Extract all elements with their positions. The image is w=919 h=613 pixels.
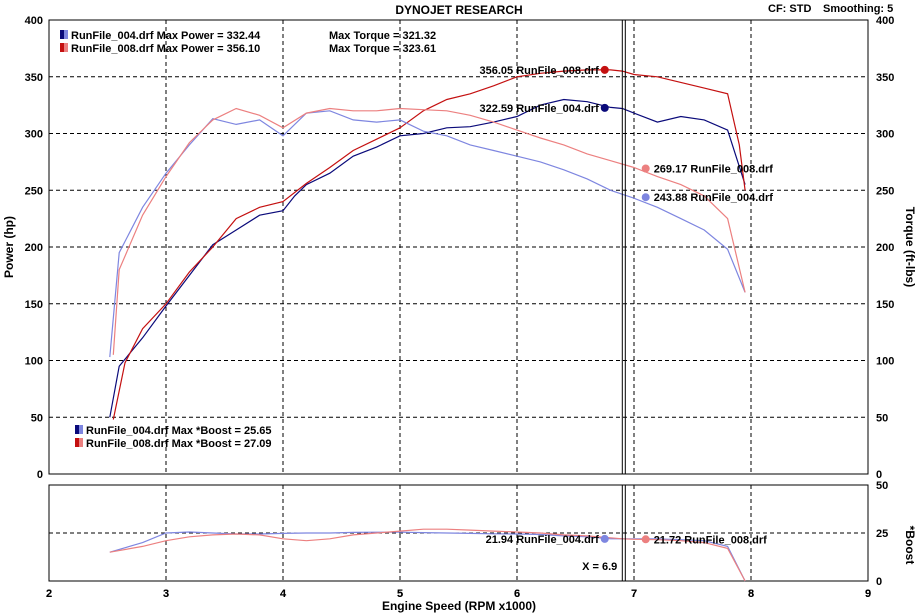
x-tick-label: 9 bbox=[865, 588, 871, 600]
y-tick-label-right: 0 bbox=[876, 469, 882, 481]
x-tick-label: 4 bbox=[280, 588, 287, 600]
legend-swatch-light-run008 bbox=[79, 438, 83, 447]
y-axis-label-power: Power (hp) bbox=[2, 216, 16, 278]
x-tick-label: 2 bbox=[46, 588, 52, 600]
x-tick-label: 7 bbox=[631, 588, 637, 600]
legend-swatch-run004 bbox=[60, 30, 64, 39]
series-line-run004-power bbox=[109, 98, 746, 418]
legend-swatch-run004 bbox=[75, 425, 79, 434]
annotation-label-run008: 356.05 RunFile_008.drf bbox=[480, 65, 600, 77]
x-tick-label: 6 bbox=[514, 588, 520, 600]
legend-swatch-light-run008 bbox=[64, 43, 68, 52]
legend-torque-run004: Max Torque = 321.32 bbox=[329, 30, 436, 42]
smoothing-label: Smoothing: 5 bbox=[823, 3, 893, 15]
x-tick-label: 9 bbox=[865, 588, 871, 600]
annotation-marker-run004 bbox=[600, 103, 609, 112]
y-axis-label-boost: *Boost bbox=[903, 526, 917, 565]
chart-title: DYNOJET RESEARCH bbox=[395, 3, 522, 17]
legend-swatch-light-run004 bbox=[64, 30, 68, 39]
x-tick-label: 3 bbox=[163, 588, 169, 600]
x-axis-label: Engine Speed (RPM x1000) bbox=[382, 599, 536, 613]
annotation-marker-run008 bbox=[641, 535, 650, 544]
series-line-run008-torque bbox=[112, 107, 746, 355]
legend-swatch-run008 bbox=[75, 438, 79, 447]
series-line-run008-power bbox=[112, 69, 746, 420]
y-tick-label-right: 400 bbox=[876, 15, 894, 27]
x-tick-label: 8 bbox=[748, 588, 754, 600]
y-tick-label-right: 300 bbox=[876, 129, 894, 141]
annotation-label-run004: 243.88 RunFile_004.drf bbox=[654, 192, 774, 204]
y-tick-label-right: 200 bbox=[876, 242, 894, 254]
cf-label: CF: STD bbox=[768, 3, 811, 15]
y-tick-label-left: 150 bbox=[25, 299, 43, 311]
y-axis-label-torque: Torque (ft-lbs) bbox=[903, 207, 917, 287]
x-tick-label: 5 bbox=[397, 588, 403, 600]
y-tick-label-right: 250 bbox=[876, 185, 894, 197]
x-tick-label: 6 bbox=[514, 588, 520, 600]
x-tick-label: 7 bbox=[631, 588, 637, 600]
y-tick-label-left: 0 bbox=[37, 469, 43, 481]
legend-label-run004: RunFile_004.drf Max Power = 332.44 bbox=[71, 30, 261, 42]
x-tick-label: 8 bbox=[748, 588, 754, 600]
annotation-label-run008: 269.17 RunFile_008.drf bbox=[654, 163, 774, 175]
legend-label-run004: RunFile_004.drf Max *Boost = 25.65 bbox=[86, 425, 272, 437]
annotation-marker-run008 bbox=[600, 65, 609, 74]
y-tick-label-right: 50 bbox=[876, 480, 888, 492]
cursor-annotations: X = 6.9 356.05 RunFile_008.drf 322.59 RunF… bbox=[480, 65, 774, 573]
y-tick-label-left: 400 bbox=[25, 15, 43, 27]
x-tick-label: 2 bbox=[46, 588, 52, 600]
y-tick-label-left: 250 bbox=[25, 185, 43, 197]
legend-boost: RunFile_004.drf Max *Boost = 25.65RunFil… bbox=[75, 425, 272, 450]
cursor-x-readout: X = 6.9 bbox=[582, 561, 617, 573]
y-tick-label-right: 150 bbox=[876, 299, 894, 311]
annotation-label-run008: 21.72 RunFile_008.drf bbox=[654, 534, 767, 546]
y-tick-label-left: 300 bbox=[25, 129, 43, 141]
legend-label-run008: RunFile_008.drf Max Power = 356.10 bbox=[71, 43, 260, 55]
y-tick-label-left: 350 bbox=[25, 72, 43, 84]
x-tick-label: 3 bbox=[163, 588, 169, 600]
y-tick-label-left: 50 bbox=[31, 412, 43, 424]
annotation-marker-run004 bbox=[600, 534, 609, 543]
legend-swatch-run008 bbox=[60, 43, 64, 52]
y-tick-label-right: 350 bbox=[876, 72, 894, 84]
y-tick-label-right: 50 bbox=[876, 412, 888, 424]
y-tick-label-right: 0 bbox=[876, 576, 882, 588]
legend-swatch-light-run004 bbox=[79, 425, 83, 434]
boost-panel: 0 25 50 2 3 4 5 6 7 8 9 bbox=[46, 480, 888, 600]
y-tick-label-right: 25 bbox=[876, 528, 888, 540]
annotation-marker-run004 bbox=[641, 193, 650, 202]
y-tick-label-left: 200 bbox=[25, 242, 43, 254]
annotation-label-run004: 322.59 RunFile_004.drf bbox=[480, 103, 600, 115]
annotation-marker-run008 bbox=[641, 164, 650, 173]
legend-power-torque: RunFile_004.drf Max Power = 332.44 Max To… bbox=[60, 30, 436, 55]
annotation-label-run004: 21.94 RunFile_004.drf bbox=[486, 534, 599, 546]
legend-label-run008: RunFile_008.drf Max *Boost = 27.09 bbox=[86, 438, 272, 450]
legend-torque-run008: Max Torque = 323.61 bbox=[329, 43, 436, 55]
y-tick-label-left: 100 bbox=[25, 356, 43, 368]
x-tick-label: 4 bbox=[280, 588, 287, 600]
y-tick-label-right: 100 bbox=[876, 356, 894, 368]
x-tick-label: 5 bbox=[397, 588, 403, 600]
